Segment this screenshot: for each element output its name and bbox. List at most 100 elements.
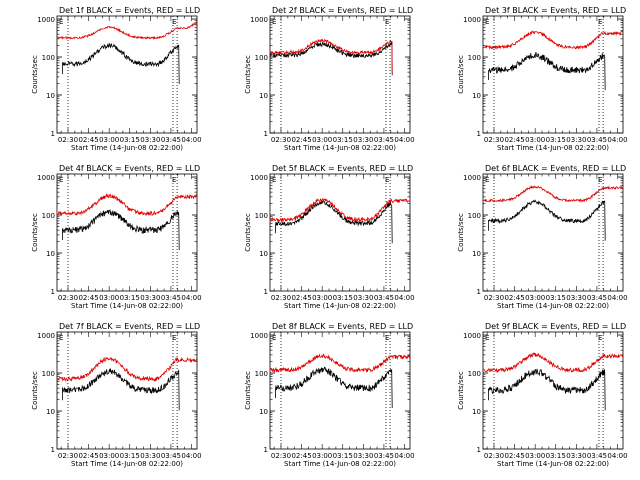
eclipse-marker-label: E bbox=[385, 334, 389, 342]
x-tick-label: 03:00 bbox=[99, 452, 119, 460]
y-tick-label: 1000 bbox=[250, 332, 268, 340]
y-tick-label: 1000 bbox=[250, 174, 268, 182]
y-tick-label: 10 bbox=[472, 92, 481, 100]
x-tick-label: 04:00 bbox=[181, 452, 201, 460]
eclipse-marker-label: E bbox=[598, 176, 602, 184]
x-tick-label: 04:00 bbox=[181, 294, 201, 302]
x-tick-label: 03:00 bbox=[312, 294, 332, 302]
y-tick-label: 1000 bbox=[37, 174, 55, 182]
x-tick-label: 02:30 bbox=[484, 294, 504, 302]
detector-panel-8: Det 8f BLACK = Events, RED = LLD 1 10 100 10… bbox=[244, 322, 415, 468]
detector-panel-6: Det 6f BLACK = Events, RED = LLD 1 10 100 10… bbox=[457, 164, 628, 310]
x-tick-label: 03:45 bbox=[587, 452, 607, 460]
detector-panel-5: Det 5f BLACK = Events, RED = LLD 1 10 100 10… bbox=[244, 164, 415, 310]
x-tick-label: 02:30 bbox=[58, 294, 78, 302]
x-tick-label: 03:45 bbox=[374, 452, 394, 460]
x-tick-label: 04:00 bbox=[607, 294, 627, 302]
x-axis-label: Start Time (14-Jun-08 02:22:00) bbox=[284, 460, 396, 468]
plot-frame bbox=[269, 15, 411, 134]
x-tick-label: 03:30 bbox=[140, 136, 160, 144]
panel-title: Det 1f BLACK = Events, RED = LLD bbox=[59, 6, 200, 15]
x-axis-label: Start Time (14-Jun-08 02:22:00) bbox=[71, 302, 183, 310]
eclipse-marker-label: E bbox=[59, 18, 63, 26]
x-tick-label: 03:30 bbox=[353, 136, 373, 144]
x-tick-label: 03:00 bbox=[525, 452, 545, 460]
eclipse-marker-label: E bbox=[485, 18, 489, 26]
y-tick-label: 100 bbox=[255, 54, 268, 62]
detector-panel-9: Det 9f BLACK = Events, RED = LLD 1 10 100 10… bbox=[457, 322, 628, 468]
x-tick-label: 03:15 bbox=[120, 452, 140, 460]
x-tick-label: 03:00 bbox=[99, 136, 119, 144]
eclipse-marker-label: E bbox=[272, 18, 276, 26]
panel-title: Det 7f BLACK = Events, RED = LLD bbox=[59, 322, 200, 331]
y-axis-label: Counts/sec bbox=[457, 213, 465, 252]
x-tick-label: 02:30 bbox=[271, 452, 291, 460]
x-tick-label: 02:30 bbox=[484, 136, 504, 144]
x-tick-label: 03:15 bbox=[120, 136, 140, 144]
x-tick-label: 03:15 bbox=[546, 294, 566, 302]
x-tick-label: 02:45 bbox=[291, 452, 311, 460]
events-rate-line bbox=[275, 366, 393, 409]
y-tick-label: 1 bbox=[477, 446, 481, 454]
eclipse-marker-label: E bbox=[485, 334, 489, 342]
lld-rate-line bbox=[269, 38, 393, 73]
y-tick-label: 100 bbox=[42, 212, 55, 220]
plot-frame bbox=[269, 173, 411, 292]
y-tick-label: 1 bbox=[264, 288, 268, 296]
x-tick-label: 03:00 bbox=[525, 136, 545, 144]
x-axis-label: Start Time (14-Jun-08 02:22:00) bbox=[497, 144, 609, 152]
x-tick-label: 03:30 bbox=[353, 452, 373, 460]
x-tick-label: 02:30 bbox=[58, 452, 78, 460]
y-tick-label: 100 bbox=[255, 212, 268, 220]
eclipse-marker-label: E bbox=[272, 334, 276, 342]
x-tick-label: 03:00 bbox=[99, 294, 119, 302]
eclipse-marker-label: E bbox=[172, 334, 176, 342]
x-tick-label: 02:45 bbox=[504, 136, 524, 144]
eclipse-marker-label: E bbox=[385, 18, 389, 26]
y-tick-label: 10 bbox=[472, 408, 481, 416]
eclipse-marker-label: E bbox=[598, 18, 602, 26]
detector-panel-4: Det 4f BLACK = Events, RED = LLD 1 10 100 10… bbox=[31, 164, 202, 310]
x-tick-label: 02:45 bbox=[78, 136, 98, 144]
lld-rate-line bbox=[269, 353, 411, 374]
events-rate-line bbox=[275, 200, 393, 244]
y-tick-label: 100 bbox=[42, 370, 55, 378]
x-tick-label: 02:30 bbox=[484, 452, 504, 460]
y-axis-label: Counts/sec bbox=[457, 371, 465, 410]
x-tick-label: 03:45 bbox=[587, 294, 607, 302]
y-axis-label: Counts/sec bbox=[31, 55, 39, 94]
x-tick-label: 03:45 bbox=[587, 136, 607, 144]
x-tick-label: 04:00 bbox=[607, 452, 627, 460]
x-axis-label: Start Time (14-Jun-08 02:22:00) bbox=[497, 460, 609, 468]
y-tick-label: 1000 bbox=[37, 332, 55, 340]
x-tick-label: 03:30 bbox=[353, 294, 373, 302]
x-tick-label: 02:45 bbox=[78, 294, 98, 302]
lld-rate-line bbox=[482, 352, 624, 374]
y-tick-label: 1000 bbox=[250, 16, 268, 24]
y-axis-label: Counts/sec bbox=[244, 371, 252, 410]
x-tick-label: 03:45 bbox=[161, 452, 181, 460]
y-tick-label: 10 bbox=[259, 408, 268, 416]
panel-title: Det 2f BLACK = Events, RED = LLD bbox=[272, 6, 413, 15]
x-tick-label: 04:00 bbox=[394, 452, 414, 460]
x-tick-label: 03:30 bbox=[566, 136, 586, 144]
x-tick-label: 03:15 bbox=[546, 136, 566, 144]
y-tick-label: 10 bbox=[259, 92, 268, 100]
x-axis-label: Start Time (14-Jun-08 02:22:00) bbox=[284, 144, 396, 152]
x-axis-label: Start Time (14-Jun-08 02:22:00) bbox=[284, 302, 396, 310]
panel-title: Det 6f BLACK = Events, RED = LLD bbox=[485, 164, 626, 173]
panel-title: Det 5f BLACK = Events, RED = LLD bbox=[272, 164, 413, 173]
x-axis-label: Start Time (14-Jun-08 02:22:00) bbox=[71, 144, 183, 152]
y-tick-label: 1000 bbox=[463, 174, 481, 182]
plot-frame bbox=[56, 173, 198, 292]
x-tick-label: 03:30 bbox=[140, 452, 160, 460]
events-rate-line bbox=[62, 368, 180, 411]
y-tick-label: 100 bbox=[42, 54, 55, 62]
lld-rate-line bbox=[56, 193, 198, 217]
x-axis-label: Start Time (14-Jun-08 02:22:00) bbox=[71, 460, 183, 468]
x-tick-label: 02:45 bbox=[504, 452, 524, 460]
x-tick-label: 02:30 bbox=[58, 136, 78, 144]
y-tick-label: 1 bbox=[264, 130, 268, 138]
y-tick-label: 10 bbox=[46, 408, 55, 416]
eclipse-marker-label: E bbox=[59, 176, 63, 184]
